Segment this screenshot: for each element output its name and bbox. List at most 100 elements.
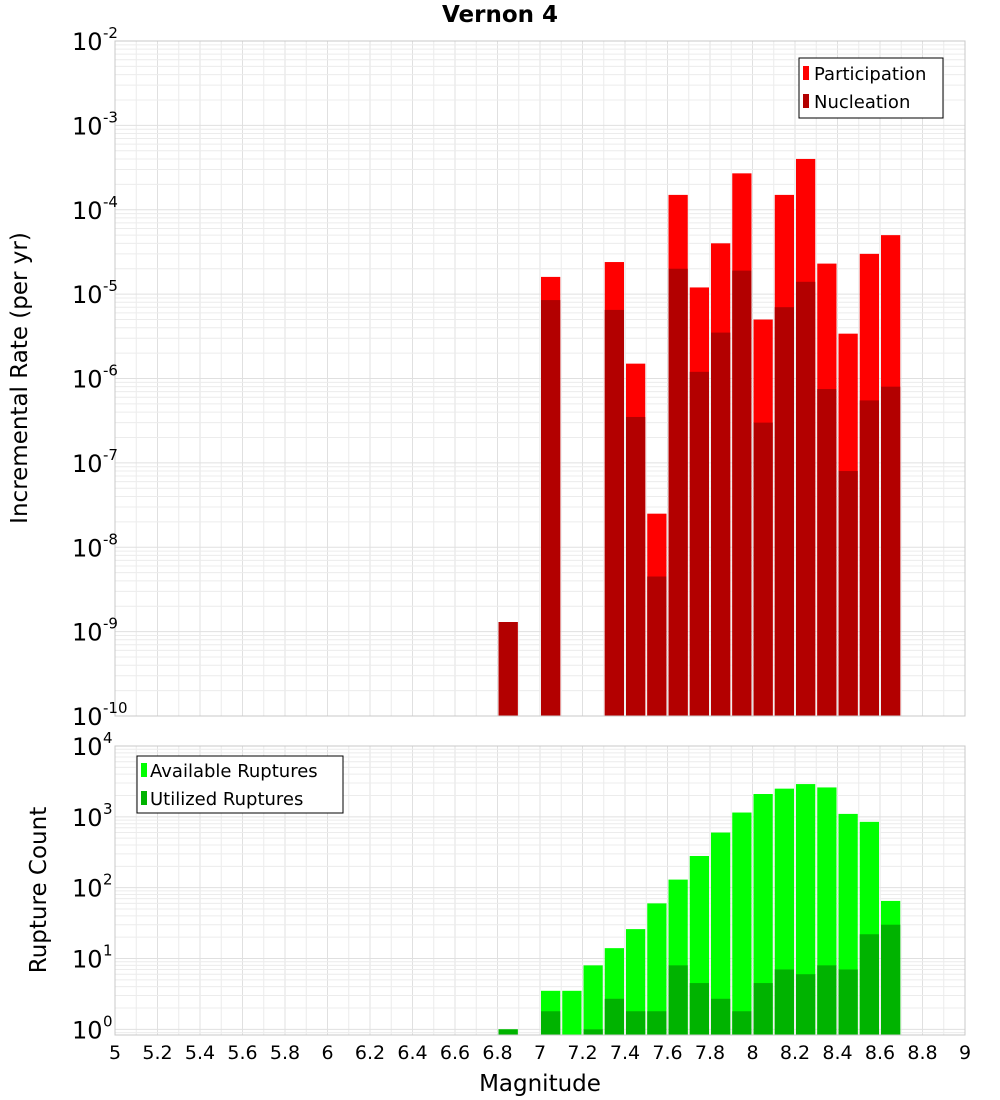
top-legend-box xyxy=(798,57,944,119)
bar-nucleation-8.35 xyxy=(817,389,837,716)
bar-nucleation-7.65 xyxy=(668,268,688,716)
x-tick-label: 6.4 xyxy=(397,1042,427,1064)
chart-title: Vernon 4 xyxy=(442,2,558,28)
bottom-plot-border xyxy=(114,745,966,1036)
bar-nucleation-8.65 xyxy=(881,386,901,716)
bar-nucleation-8.55 xyxy=(859,400,879,716)
y-tick-label: 10 xyxy=(72,804,103,832)
x-tick-label: 9 xyxy=(959,1042,971,1064)
top-plot-bars xyxy=(498,158,901,717)
bar-nucleation-8.05 xyxy=(753,422,773,716)
y-tick-exponent: 3 xyxy=(103,800,113,818)
legend-swatch-available-ruptures xyxy=(141,763,147,777)
bar-nucleation-7.45 xyxy=(626,416,646,716)
y-tick-label: 10 xyxy=(72,946,103,974)
x-tick-label: 6.8 xyxy=(482,1042,512,1064)
bar-available-ruptures-8.05 xyxy=(753,794,773,1035)
x-tick-label: 8.6 xyxy=(865,1042,895,1064)
bottom-plot-bars xyxy=(498,784,901,1035)
bar-available-ruptures-7.95 xyxy=(732,812,752,1035)
x-tick-label: 5.6 xyxy=(227,1042,257,1064)
bar-utilized-ruptures-7.25 xyxy=(583,1029,603,1035)
bar-utilized-ruptures-7.95 xyxy=(732,1011,752,1035)
bar-nucleation-7.95 xyxy=(732,270,752,716)
y-tick-label: 10 xyxy=(72,112,103,140)
x-tick-label: 8 xyxy=(746,1042,758,1064)
y-tick-exponent: -10 xyxy=(103,699,128,717)
bar-available-ruptures-7.15 xyxy=(562,990,582,1035)
bar-nucleation-7.05 xyxy=(541,300,561,716)
bar-utilized-ruptures-7.85 xyxy=(711,998,731,1035)
y-tick-exponent: -8 xyxy=(103,530,118,548)
y-tick-label: 10 xyxy=(72,28,103,56)
legend-label-utilized-ruptures: Utilized Ruptures xyxy=(150,789,303,810)
x-tick-label: 6.6 xyxy=(440,1042,470,1064)
x-tick-label: 7.6 xyxy=(652,1042,682,1064)
x-tick-label: 7 xyxy=(534,1042,546,1064)
y-tick-label: 10 xyxy=(72,1016,103,1044)
y-tick-exponent: -2 xyxy=(103,24,118,42)
y-tick-exponent: -7 xyxy=(103,446,118,464)
y-tick-label: 10 xyxy=(72,366,103,394)
y-tick-label: 10 xyxy=(72,197,103,225)
bar-nucleation-7.85 xyxy=(711,332,731,716)
x-axis-title: Magnitude xyxy=(479,1071,601,1097)
bar-available-ruptures-7.55 xyxy=(647,903,667,1035)
x-tick-label: 5.8 xyxy=(270,1042,300,1064)
bar-nucleation-7.55 xyxy=(647,576,667,716)
bar-nucleation-8.45 xyxy=(838,471,858,716)
bar-nucleation-7.35 xyxy=(604,309,624,716)
bar-utilized-ruptures-8.45 xyxy=(838,969,858,1035)
bar-utilized-ruptures-6.85 xyxy=(498,1029,518,1035)
y-tick-exponent: 1 xyxy=(103,942,113,960)
bar-utilized-ruptures-8.05 xyxy=(753,983,773,1035)
bar-utilized-ruptures-8.65 xyxy=(881,924,901,1035)
top-y-axis-title: Incremental Rate (per yr) xyxy=(7,232,33,524)
legend-label-nucleation: Nucleation xyxy=(814,92,910,113)
bar-utilized-ruptures-7.65 xyxy=(668,965,688,1035)
bar-nucleation-7.75 xyxy=(689,371,709,716)
x-tick-label: 5.2 xyxy=(142,1042,172,1064)
top-plot-grid xyxy=(114,40,966,717)
bar-available-ruptures-7.25 xyxy=(583,965,603,1035)
bar-utilized-ruptures-7.05 xyxy=(541,1011,561,1035)
bottom-legend-box xyxy=(136,755,344,814)
bar-utilized-ruptures-7.55 xyxy=(647,1011,667,1035)
bar-available-ruptures-8.25 xyxy=(796,784,816,1035)
x-tick-label: 8.4 xyxy=(822,1042,852,1064)
bar-nucleation-8.25 xyxy=(796,281,816,716)
y-tick-exponent: 4 xyxy=(103,729,113,747)
y-tick-exponent: -6 xyxy=(103,362,118,380)
legend-label-participation: Participation xyxy=(814,64,926,85)
y-tick-label: 10 xyxy=(72,619,103,647)
x-tick-label: 8.2 xyxy=(780,1042,810,1064)
y-tick-exponent: -3 xyxy=(103,108,118,126)
bar-available-ruptures-7.45 xyxy=(626,929,646,1035)
top-legend: Participation Nucleation xyxy=(798,57,944,119)
x-tick-label: 7.2 xyxy=(567,1042,597,1064)
bottom-y-axis-title: Rupture Count xyxy=(26,807,52,973)
bar-nucleation-6.85 xyxy=(498,622,518,716)
y-tick-exponent: 0 xyxy=(103,1012,113,1030)
x-tick-label: 5.4 xyxy=(185,1042,215,1064)
y-tick-label: 10 xyxy=(72,534,103,562)
top-plot-border xyxy=(114,40,966,717)
legend-swatch-participation xyxy=(803,66,809,80)
bar-utilized-ruptures-8.55 xyxy=(859,934,879,1035)
legend-label-available-ruptures: Available Ruptures xyxy=(150,761,318,782)
x-axis-ticks: 5 5.2 5.4 5.6 5.8 6 6.2 6.4 6.6 6.8 7 7.2 7.4 7.6 7.8 8… xyxy=(109,1042,971,1064)
legend-swatch-nucleation xyxy=(803,94,809,108)
bar-utilized-ruptures-8.35 xyxy=(817,965,837,1035)
bar-nucleation-8.15 xyxy=(774,307,794,716)
legend-swatch-utilized-ruptures xyxy=(141,791,147,805)
x-tick-label: 6 xyxy=(321,1042,333,1064)
y-tick-exponent: 2 xyxy=(103,871,113,889)
x-tick-label: 6.2 xyxy=(355,1042,385,1064)
x-tick-label: 8.8 xyxy=(907,1042,937,1064)
y-tick-label: 10 xyxy=(72,703,103,731)
y-tick-label: 10 xyxy=(72,875,103,903)
x-tick-label: 7.8 xyxy=(695,1042,725,1064)
y-tick-exponent: -5 xyxy=(103,277,118,295)
